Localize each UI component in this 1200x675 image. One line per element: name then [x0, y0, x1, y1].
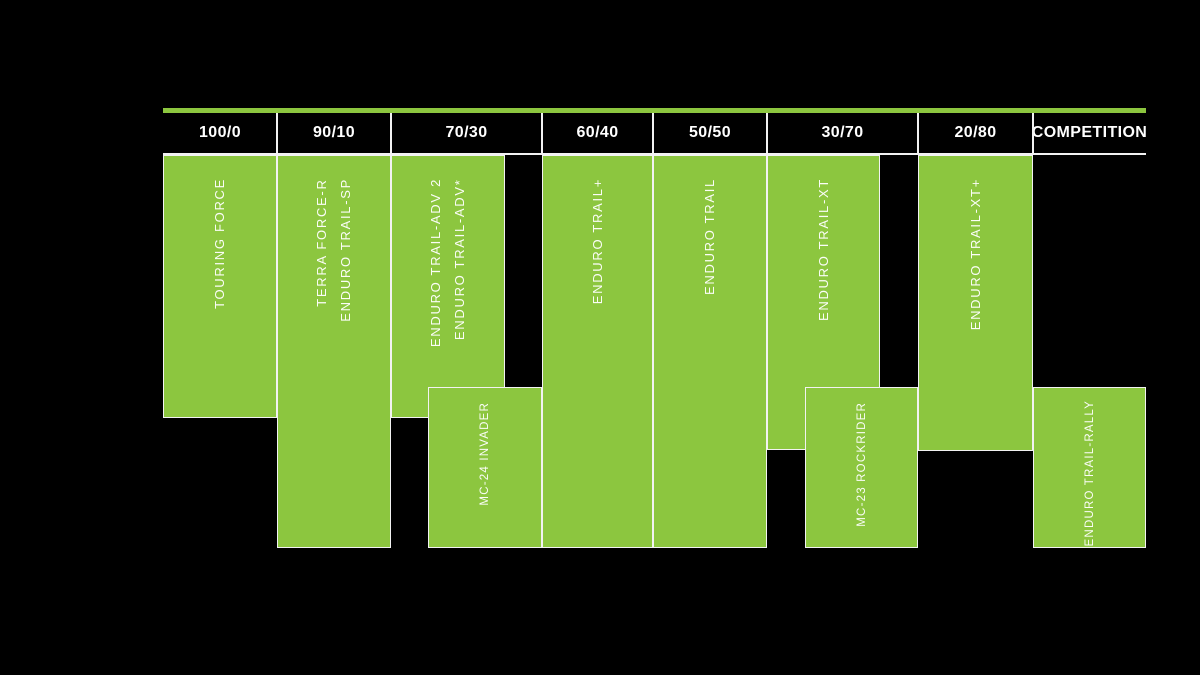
- bar-label: TERRA FORCE-R ENDURO TRAIL-SP: [310, 178, 358, 322]
- bar-enduro-trail-xt-plus: ENDURO TRAIL-XT+: [918, 155, 1033, 451]
- column-separator: [390, 113, 392, 153]
- header-underline: [163, 153, 1146, 155]
- bar-enduro-trail: ENDURO TRAIL: [653, 155, 767, 548]
- bar-label: TOURING FORCE: [208, 178, 232, 309]
- column-header-50-50: 50/50: [653, 113, 767, 153]
- bar-label-line: TOURING FORCE: [212, 178, 227, 309]
- bar-label: ENDURO TRAIL-ADV 2 ENDURO TRAIL-ADV*: [424, 178, 472, 347]
- column-separator: [1032, 113, 1034, 153]
- bar-label-line: ENDURO TRAIL-SP: [338, 178, 353, 322]
- column-header-label: 70/30: [445, 124, 488, 141]
- bar-label-line: MC-24 INVADER: [479, 402, 491, 506]
- column-header-competition: COMPETITION: [1031, 113, 1148, 153]
- bar-label-line: ENDURO TRAIL-RALLY: [1083, 400, 1096, 547]
- bar-label-line: ENDURO TRAIL: [702, 178, 717, 295]
- bar-label: ENDURO TRAIL-RALLY: [1079, 400, 1101, 546]
- column-header-20-80: 20/80: [918, 113, 1033, 153]
- column-separator: [766, 113, 768, 153]
- bar-label: MC-24 INVADER: [474, 402, 496, 506]
- column-header-30-70: 30/70: [767, 113, 918, 153]
- bar-label-line: MC-23 ROCKRIDER: [855, 402, 868, 527]
- column-header-60-40: 60/40: [542, 113, 653, 153]
- bar-enduro-trail-plus: ENDURO TRAIL+: [542, 155, 653, 548]
- column-separator: [917, 113, 919, 153]
- column-header-90-10: 90/10: [277, 113, 391, 153]
- bar-label-line: ENDURO TRAIL-XT+: [967, 178, 983, 331]
- column-header-label: 60/40: [576, 124, 619, 141]
- column-header-100-0: 100/0: [163, 113, 277, 153]
- column-header-label: 50/50: [688, 124, 732, 141]
- column-header-label: 90/10: [312, 124, 356, 141]
- bar-label-line: ENDURO TRAIL-ADV*: [452, 178, 467, 340]
- bar-label: ENDURO TRAIL-XT: [812, 178, 836, 321]
- bar-label: ENDURO TRAIL-XT+: [964, 178, 988, 330]
- bar-enduro-trail-rally: ENDURO TRAIL-RALLY: [1033, 387, 1146, 548]
- column-separator: [276, 113, 278, 153]
- column-header-label: 100/0: [198, 124, 242, 141]
- column-header-label: 30/70: [821, 124, 864, 141]
- bar-terra-force-r: TERRA FORCE-R ENDURO TRAIL-SP: [277, 155, 391, 548]
- column-header-70-30: 70/30: [391, 113, 542, 153]
- bar-mc-23-rockrider: MC-23 ROCKRIDER: [805, 387, 918, 548]
- bar-enduro-trail-adv: ENDURO TRAIL-ADV 2 ENDURO TRAIL-ADV*: [391, 155, 505, 418]
- column-separator: [541, 113, 543, 153]
- bar-label-line: TERRA FORCE-R: [314, 178, 329, 307]
- bar-touring-force: TOURING FORCE: [163, 155, 277, 418]
- bar-label: ENDURO TRAIL+: [586, 178, 610, 304]
- bar-label: MC-23 ROCKRIDER: [851, 402, 873, 527]
- column-header-label: COMPETITION: [1031, 124, 1148, 141]
- chart-top-rule: [163, 108, 1146, 113]
- bar-label-line: ENDURO TRAIL-XT: [815, 178, 831, 321]
- column-separator: [652, 113, 654, 153]
- bar-label-line: ENDURO TRAIL+: [589, 178, 605, 305]
- bar-label-line: ENDURO TRAIL-ADV 2: [428, 178, 443, 348]
- column-header-label: 20/80: [954, 124, 997, 141]
- bar-label: ENDURO TRAIL: [698, 178, 722, 295]
- bar-mc-24-invader: MC-24 INVADER: [428, 387, 542, 548]
